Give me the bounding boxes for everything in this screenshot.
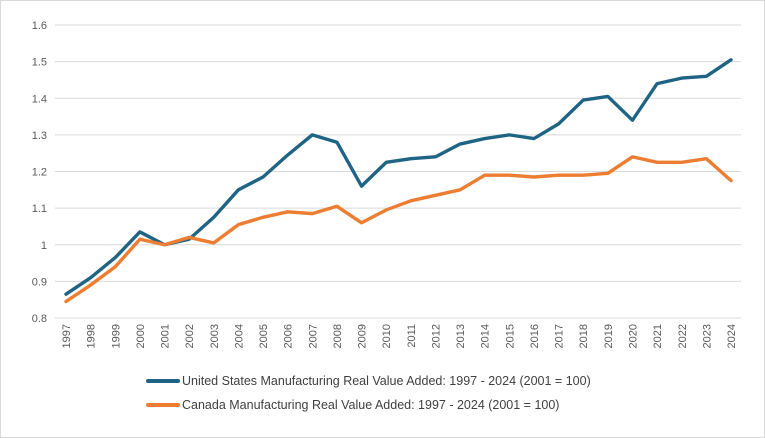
y-tick-label: 1.2 (32, 167, 47, 179)
y-tick-label: 1.5 (32, 57, 47, 69)
legend-item-united-states: United States Manufacturing Real Value A… (146, 373, 591, 389)
x-tick-label: 2023 (701, 324, 713, 348)
x-tick-label: 2020 (627, 324, 639, 348)
x-tick-label: 2002 (184, 324, 196, 348)
x-tick-label: 2005 (258, 324, 270, 348)
x-tick-label: 2015 (504, 324, 516, 348)
x-tick-label: 2000 (135, 324, 147, 348)
x-tick-label: 2021 (652, 324, 664, 348)
us-series-line (64, 58, 733, 296)
y-tick-label: 1.3 (32, 130, 47, 142)
x-tick-label: 1997 (61, 324, 73, 348)
x-tick-label: 2010 (381, 324, 393, 348)
plot-area: 0.8 0.9 1 1.1 1.2 1.3 1.4 1.5 1.6 1997 1998 1999 200… (32, 20, 741, 348)
canada-line-swatch (146, 403, 180, 407)
x-tick-label: 2009 (357, 324, 369, 348)
legend: United States Manufacturing Real Value A… (146, 373, 591, 413)
x-tick-label: 2019 (603, 324, 615, 348)
x-tick-label: 2008 (332, 324, 344, 348)
x-tick-label: 2011 (406, 324, 418, 348)
x-tick-label: 1999 (110, 324, 122, 348)
y-tick-label: 0.8 (32, 313, 47, 325)
legend-item-canada: Canada Manufacturing Real Value Added: 1… (146, 397, 591, 413)
y-tick-label: 0.9 (32, 276, 47, 288)
us-line-swatch (146, 379, 180, 383)
x-tick-label: 2004 (233, 324, 245, 348)
x-tick-label: 2003 (209, 324, 221, 348)
x-tick-label: 1998 (86, 324, 98, 348)
x-tick-label: 2024 (726, 324, 738, 348)
x-tick-label: 2006 (283, 324, 295, 348)
y-tick-label: 1.1 (32, 203, 47, 215)
x-tick-label: 2012 (430, 324, 442, 348)
x-tick-label: 2001 (160, 324, 172, 348)
x-tick-label: 2018 (578, 324, 590, 348)
canada-series-line (64, 155, 733, 304)
x-tick-label: 2022 (677, 324, 689, 348)
x-tick-label: 2014 (480, 324, 492, 348)
y-tick-label: 1 (41, 240, 47, 252)
y-tick-label: 1.6 (32, 20, 47, 32)
legend-label-canada: Canada Manufacturing Real Value Added: 1… (182, 398, 560, 412)
x-tick-label: 2013 (455, 324, 467, 348)
y-tick-label: 1.4 (32, 93, 47, 105)
x-tick-label: 2007 (307, 324, 319, 348)
x-tick-label: 2017 (554, 324, 566, 348)
legend-label-united-states: United States Manufacturing Real Value A… (182, 374, 591, 388)
x-tick-label: 2016 (529, 324, 541, 348)
